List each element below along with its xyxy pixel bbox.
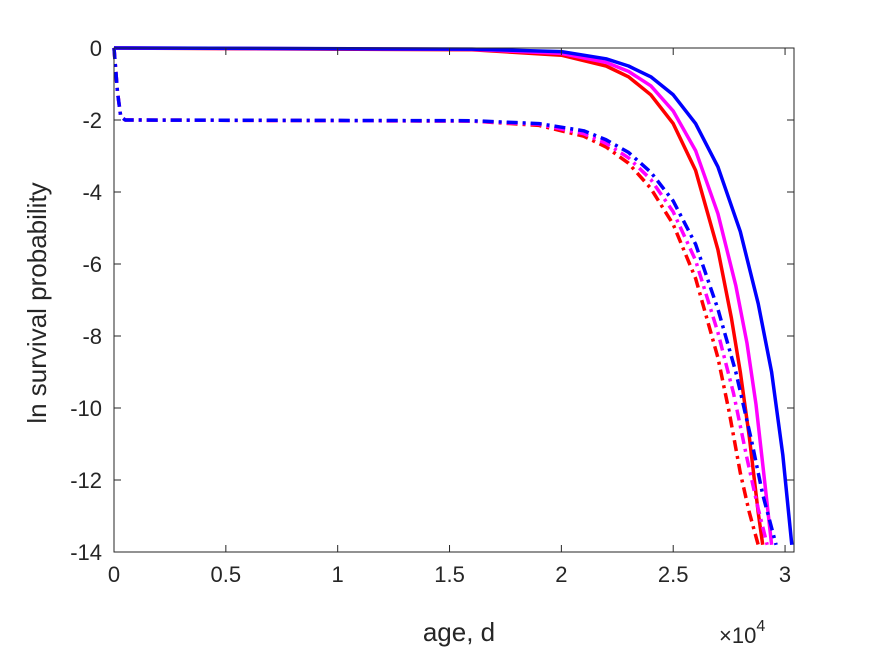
x-tick-label: 1.5 [434, 562, 465, 587]
y-axis-label: ln survival probability [22, 182, 52, 423]
y-tick-label: -14 [70, 540, 102, 565]
y-tick-label: -10 [70, 396, 102, 421]
x-axis-label: age, d [423, 617, 495, 647]
series-line-3 [113, 46, 794, 545]
x-tick-label: 1 [332, 562, 344, 587]
x-tick-label: 2 [555, 562, 567, 587]
x-axis-multiplier-base: ×10 [719, 623, 756, 648]
x-tick-label: 0.5 [211, 562, 242, 587]
x-tick-label: 0 [108, 562, 120, 587]
y-tick-label: -8 [82, 324, 102, 349]
series-line-6 [112, 47, 778, 546]
y-tick-label: 0 [90, 36, 102, 61]
y-tick-label: -6 [82, 252, 102, 277]
x-ticks: 0 0.5 1 1.5 2 2.5 3 [108, 48, 791, 587]
x-tick-label: 3 [779, 562, 791, 587]
x-axis-multiplier: ×104 [719, 618, 765, 648]
series-line-2 [113, 46, 774, 545]
y-tick-label: -12 [70, 468, 102, 493]
series-line-1 [113, 46, 765, 546]
y-tick-label: -2 [82, 108, 102, 133]
x-tick-label: 2.5 [658, 562, 689, 587]
x-axis-multiplier-exponent: 4 [756, 618, 765, 635]
plot-frame [113, 47, 795, 553]
y-ticks: 0 -2 -4 -6 -8 -10 -12 -14 [70, 36, 794, 565]
plot-series [112, 46, 794, 546]
y-tick-label: -4 [82, 180, 102, 205]
